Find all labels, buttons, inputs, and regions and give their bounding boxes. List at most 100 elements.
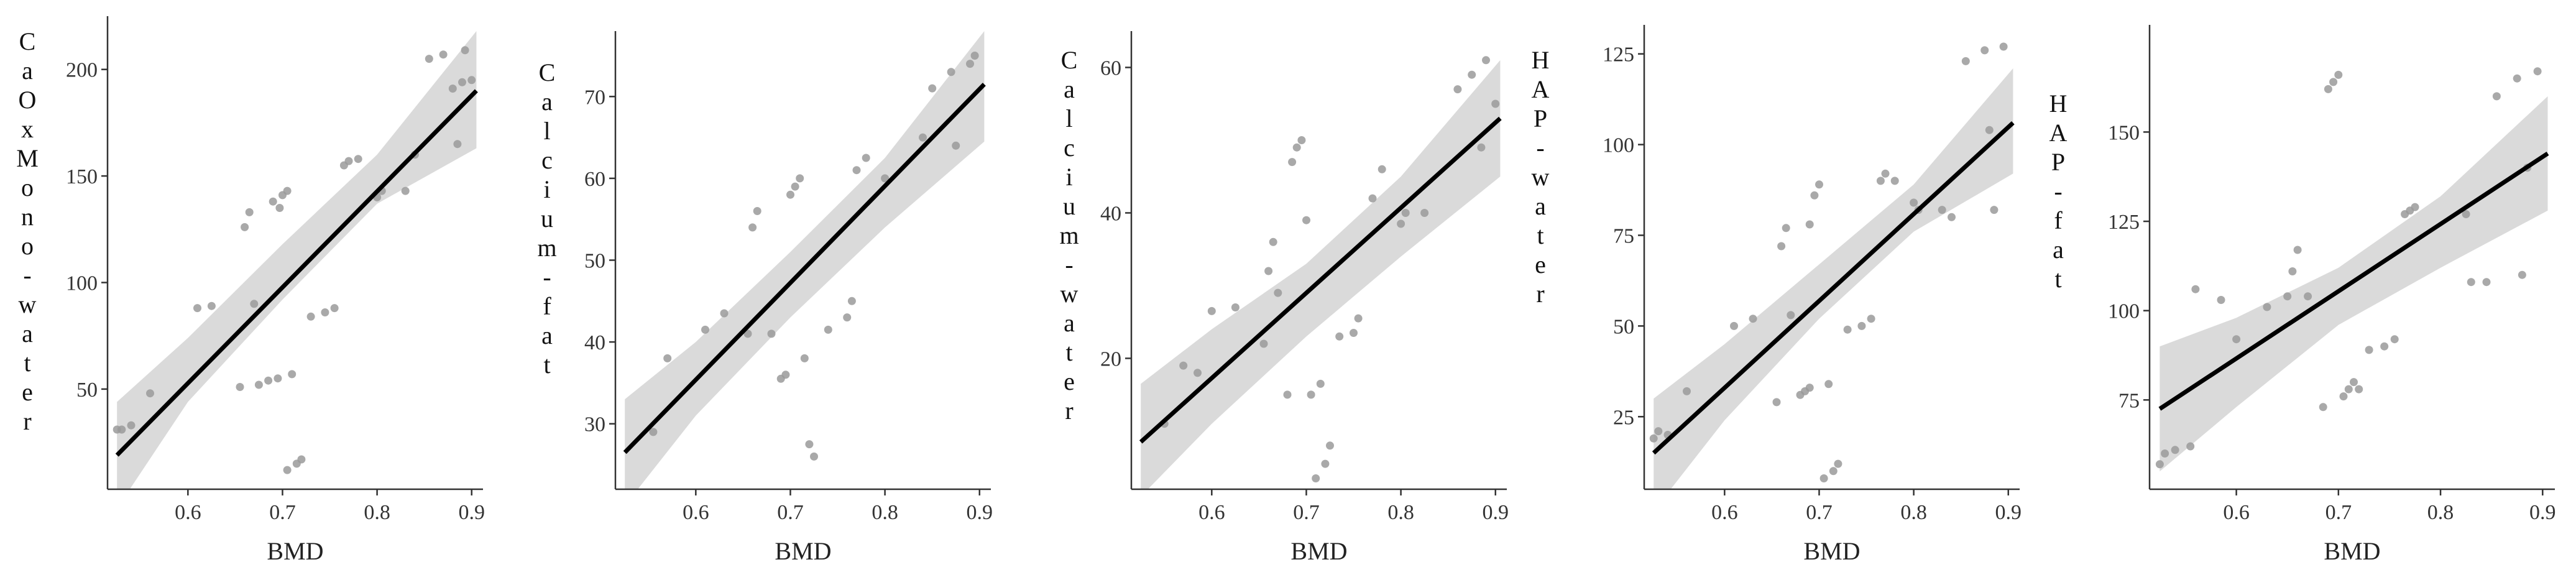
y-axis-title: H A P -f a t (2049, 90, 2068, 293)
data-point (1805, 384, 1814, 392)
data-point (1401, 209, 1410, 217)
data-point (2324, 85, 2332, 93)
data-point (649, 428, 658, 436)
data-point (1948, 213, 1956, 221)
data-point (245, 208, 254, 216)
x-axis-title: BMD (1803, 537, 1860, 565)
data-point (401, 186, 410, 195)
data-point (1782, 224, 1790, 232)
data-point (2329, 78, 2338, 86)
x-tick-label: 0.8 (872, 501, 898, 524)
data-point (1990, 206, 1999, 214)
data-point (330, 304, 339, 313)
chart-panel-5: 0.6 0.7 0.8 0.9 75 100 125 150 BMD H A P -f a t (2049, 25, 2556, 565)
data-point (720, 309, 729, 318)
data-point (269, 197, 277, 206)
y-tick-label: 100 (1603, 134, 1634, 157)
data-point (1288, 158, 1297, 167)
data-point (753, 207, 761, 215)
data-point (1264, 267, 1273, 275)
x-axis-title: BMD (1290, 537, 1347, 565)
data-point (2350, 378, 2358, 387)
data-point (2492, 92, 2501, 101)
data-point (1787, 311, 1795, 320)
data-point (786, 190, 794, 199)
data-point (344, 157, 353, 165)
data-point (928, 84, 937, 93)
data-point (425, 55, 433, 63)
data-point (193, 304, 201, 313)
data-point (146, 389, 154, 398)
x-tick-label: 0.6 (1711, 501, 1738, 524)
data-point (2217, 296, 2225, 304)
data-point (1283, 390, 1292, 399)
data-point (2161, 449, 2169, 458)
y-tick-label: 150 (2108, 121, 2140, 144)
x-tick-label: 0.9 (1482, 501, 1509, 524)
y-tick-label: 125 (1603, 44, 1634, 67)
data-point (1654, 427, 1663, 436)
data-point (2518, 270, 2526, 279)
data-point (321, 308, 329, 316)
data-point (1772, 398, 1781, 407)
data-point (264, 376, 273, 385)
data-point (1843, 325, 1852, 334)
regression-line (115, 89, 478, 457)
data-point (306, 312, 315, 321)
data-point (1179, 361, 1188, 370)
data-point (2293, 246, 2302, 254)
y-tick-label: 30 (584, 413, 605, 436)
x-tick-label: 0.8 (1900, 501, 1927, 524)
y-tick-label: 75 (2118, 389, 2140, 412)
y-tick-label: 50 (1613, 315, 1634, 338)
data-point (117, 425, 126, 434)
x-axis-title: BMD (2324, 537, 2380, 565)
data-point (453, 140, 462, 149)
data-point (288, 370, 297, 379)
data-point (1999, 42, 2008, 51)
chart-panel-2: 0.6 0.7 0.8 0.9 30 40 50 60 70 BMD C a l c i u m -f a t (537, 31, 993, 565)
x-tick-label: 0.6 (683, 501, 709, 524)
data-point (250, 300, 259, 308)
y-tick-label: 40 (1100, 202, 1121, 225)
data-point (781, 371, 790, 379)
data-point (1867, 315, 1875, 323)
data-point (2186, 442, 2195, 451)
data-point (952, 141, 960, 150)
data-point (1420, 209, 1429, 217)
data-point (767, 329, 776, 338)
data-point (743, 329, 752, 338)
data-point (2467, 278, 2475, 287)
data-point (439, 50, 448, 59)
data-point (1810, 191, 1819, 200)
data-point (966, 60, 974, 68)
y-tick-label: 40 (584, 331, 605, 354)
chart-panel-4: 0.6 0.7 0.8 0.9 25 50 75 100 125 BMD H A P -w a t e r (1532, 25, 2022, 565)
data-point (2411, 203, 2419, 211)
data-point (663, 354, 672, 362)
data-point (1453, 85, 1462, 94)
data-point (1269, 237, 1277, 246)
data-point (1335, 332, 1344, 341)
data-point (919, 133, 927, 142)
data-point (1307, 390, 1315, 399)
x-tick-label: 0.6 (175, 501, 201, 524)
data-point (2334, 70, 2343, 79)
data-point (1649, 434, 1658, 443)
data-point (1231, 303, 1240, 311)
confidence-band (625, 31, 985, 489)
x-axis-title: BMD (267, 537, 323, 565)
data-point (1749, 315, 1757, 323)
x-tick-label: 0.7 (2325, 501, 2352, 524)
data-point (1350, 329, 1358, 337)
data-point (283, 186, 292, 195)
data-point (274, 374, 282, 383)
data-point (2533, 67, 2542, 76)
data-point (2482, 278, 2491, 287)
data-point (2380, 342, 2389, 351)
data-point (1777, 242, 1786, 251)
y-tick-label: 50 (584, 250, 605, 273)
data-point (701, 325, 709, 334)
